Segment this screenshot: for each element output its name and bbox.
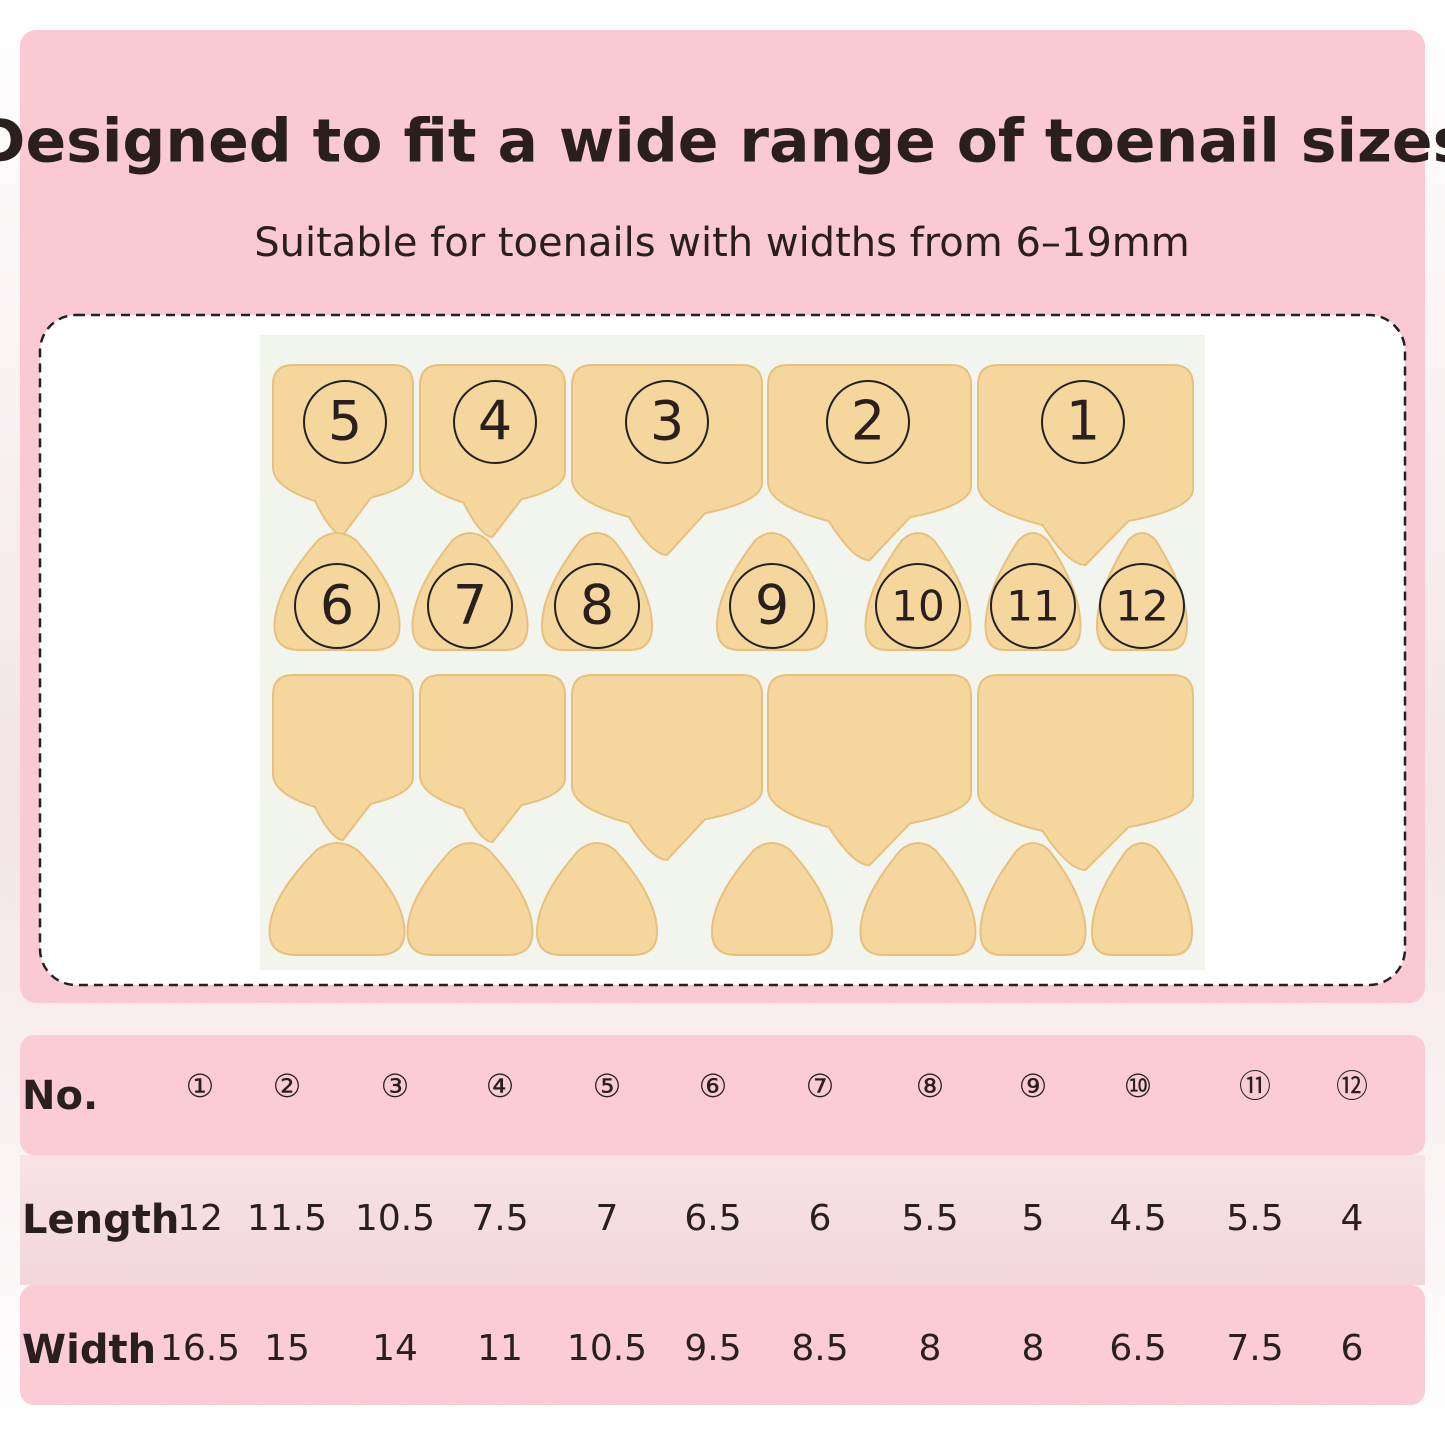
row-header: No. — [22, 1073, 98, 1119]
sticker — [535, 842, 659, 956]
label-circle — [554, 563, 640, 649]
sticker — [1090, 842, 1194, 956]
value-cell: 15 — [264, 1328, 310, 1369]
label-circle — [1041, 380, 1125, 464]
sticker — [977, 674, 1194, 872]
row-header: Length — [22, 1197, 179, 1243]
sticker — [419, 674, 566, 844]
number-cell: ⑥ — [699, 1067, 728, 1105]
sticker — [272, 364, 414, 537]
value-cell: 4.5 — [1109, 1198, 1166, 1239]
stickers — [268, 364, 1194, 956]
value-cell: 4 — [1341, 1198, 1364, 1239]
number-cell: ⑩ — [1124, 1067, 1153, 1105]
sticker — [571, 674, 763, 862]
value-cell: 8 — [919, 1328, 942, 1369]
sticker — [977, 364, 1194, 567]
value-cell: 5.5 — [901, 1198, 958, 1239]
sticker-label: 10 — [891, 582, 944, 631]
value-cell: 9.5 — [684, 1328, 741, 1369]
sticker-label: 6 — [320, 574, 354, 637]
number-cell: ② — [273, 1067, 302, 1105]
sticker — [864, 532, 972, 651]
label-circle — [990, 563, 1076, 649]
label-circle — [303, 380, 387, 464]
sticker-label: 5 — [328, 390, 362, 453]
number-cell: ⑧ — [916, 1067, 945, 1105]
sticker — [273, 532, 401, 651]
value-cell: 6.5 — [1109, 1328, 1166, 1369]
value-cell: 10.5 — [355, 1198, 435, 1239]
value-cell: 6 — [809, 1198, 832, 1239]
label-circle — [294, 563, 380, 649]
label-circle — [427, 563, 513, 649]
table-row-bg — [20, 1035, 1425, 1155]
sticker — [710, 842, 834, 956]
value-cell: 7 — [596, 1198, 619, 1239]
value-cell: 5 — [1022, 1198, 1045, 1239]
value-cell: 12 — [177, 1198, 223, 1239]
number-cell: ③ — [381, 1067, 410, 1105]
value-cell: 16.5 — [160, 1328, 240, 1369]
sticker — [411, 532, 529, 651]
subtitle: Suitable for toenails with widths from 6… — [254, 220, 1189, 266]
sticker-label: 9 — [755, 574, 789, 637]
value-cell: 8 — [1022, 1328, 1045, 1369]
sticker — [540, 532, 654, 651]
sticker — [859, 842, 977, 956]
title: Designed to fit a wide range of toenail … — [0, 107, 1445, 177]
value-cell: 10.5 — [567, 1328, 647, 1369]
value-cell: 11 — [477, 1328, 523, 1369]
value-cell: 6.5 — [684, 1198, 741, 1239]
sticker — [767, 674, 972, 867]
row-header: Width — [22, 1327, 156, 1373]
sticker-label: 8 — [580, 574, 614, 637]
table-row-bg — [20, 1285, 1425, 1405]
number-cell: ⑦ — [806, 1067, 835, 1105]
sticker-label: 12 — [1115, 582, 1168, 631]
value-cell: 11.5 — [247, 1198, 327, 1239]
sticker — [571, 364, 763, 557]
value-cell: 5.5 — [1226, 1198, 1283, 1239]
sticker-label: 1 — [1066, 390, 1100, 453]
number-cell: ① — [186, 1067, 215, 1105]
value-cell: 14 — [372, 1328, 418, 1369]
sticker-labels: 5 4 3 2 1 6 7 8 9 10 11 12 — [294, 380, 1185, 649]
sticker — [715, 532, 829, 651]
label-circle — [826, 380, 910, 464]
label-circle — [625, 380, 709, 464]
sticker — [979, 842, 1087, 956]
number-cell: ④ — [486, 1067, 515, 1105]
sticker-label: 7 — [453, 574, 487, 637]
sticker — [272, 674, 414, 842]
sticker-label: 4 — [478, 390, 512, 453]
sticker — [984, 532, 1082, 651]
sticker — [268, 842, 406, 956]
label-circle — [729, 563, 815, 649]
label-circle — [453, 380, 537, 464]
sticker — [1095, 532, 1189, 651]
table-row-bg — [20, 1155, 1425, 1285]
sticker-label: 3 — [650, 390, 684, 453]
value-cell: 7.5 — [471, 1198, 528, 1239]
value-cell: 7.5 — [1226, 1328, 1283, 1369]
number-cell: ⑨ — [1019, 1067, 1048, 1105]
number-cell: ⑪ — [1239, 1067, 1271, 1105]
sticker-label: 2 — [851, 390, 885, 453]
value-cell: 6 — [1341, 1328, 1364, 1369]
label-circle — [1099, 563, 1185, 649]
number-cell: ⑤ — [593, 1067, 622, 1105]
sticker-label: 11 — [1006, 582, 1059, 631]
label-circle — [875, 563, 961, 649]
sticker — [406, 842, 534, 956]
number-cell: ⑫ — [1336, 1067, 1368, 1105]
value-cell: 8.5 — [791, 1328, 848, 1369]
